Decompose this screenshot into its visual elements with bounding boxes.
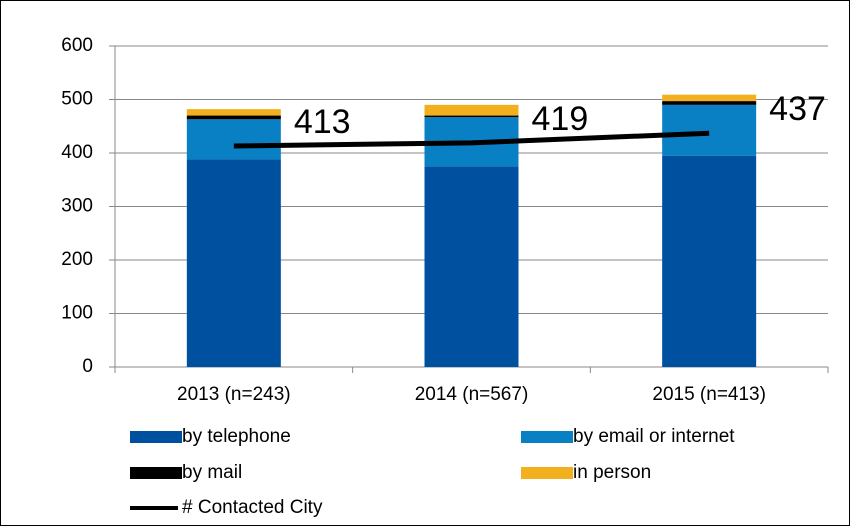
legend-label: by mail xyxy=(182,462,242,483)
y-tick-label: 600 xyxy=(61,35,93,56)
y-tick-label: 100 xyxy=(61,303,93,324)
legend-swatch xyxy=(130,431,182,443)
bar xyxy=(424,166,519,367)
bar xyxy=(186,119,281,160)
bar xyxy=(186,109,281,116)
legend-swatch xyxy=(521,431,573,443)
bar xyxy=(186,159,281,367)
legend-label: in person xyxy=(573,462,651,483)
y-tick-label: 400 xyxy=(61,142,93,163)
data-label: 437 xyxy=(769,90,826,128)
data-label: 419 xyxy=(532,100,589,138)
bar xyxy=(424,104,519,116)
x-tick-label: 2013 (n=243) xyxy=(177,384,291,405)
y-tick-label: 0 xyxy=(82,356,93,377)
data-label: 413 xyxy=(294,103,351,141)
legend-label: by telephone xyxy=(182,426,291,447)
line xyxy=(233,130,710,149)
x-tick-label: 2014 (n=567) xyxy=(415,384,529,405)
legend-swatch xyxy=(130,467,182,479)
y-tick-label: 300 xyxy=(61,196,93,217)
legend-label: by email or internet xyxy=(573,426,735,447)
bar xyxy=(662,94,757,102)
legend-swatch xyxy=(521,467,573,479)
legend-label: # Contacted City xyxy=(182,497,323,518)
bar xyxy=(662,104,757,156)
y-tick-label: 500 xyxy=(61,89,93,110)
x-tick-label: 2015 (n=413) xyxy=(652,384,766,405)
y-tick-label: 200 xyxy=(61,249,93,270)
bar xyxy=(186,115,281,120)
bar xyxy=(662,155,757,367)
bar xyxy=(662,101,757,105)
bar xyxy=(424,115,519,118)
